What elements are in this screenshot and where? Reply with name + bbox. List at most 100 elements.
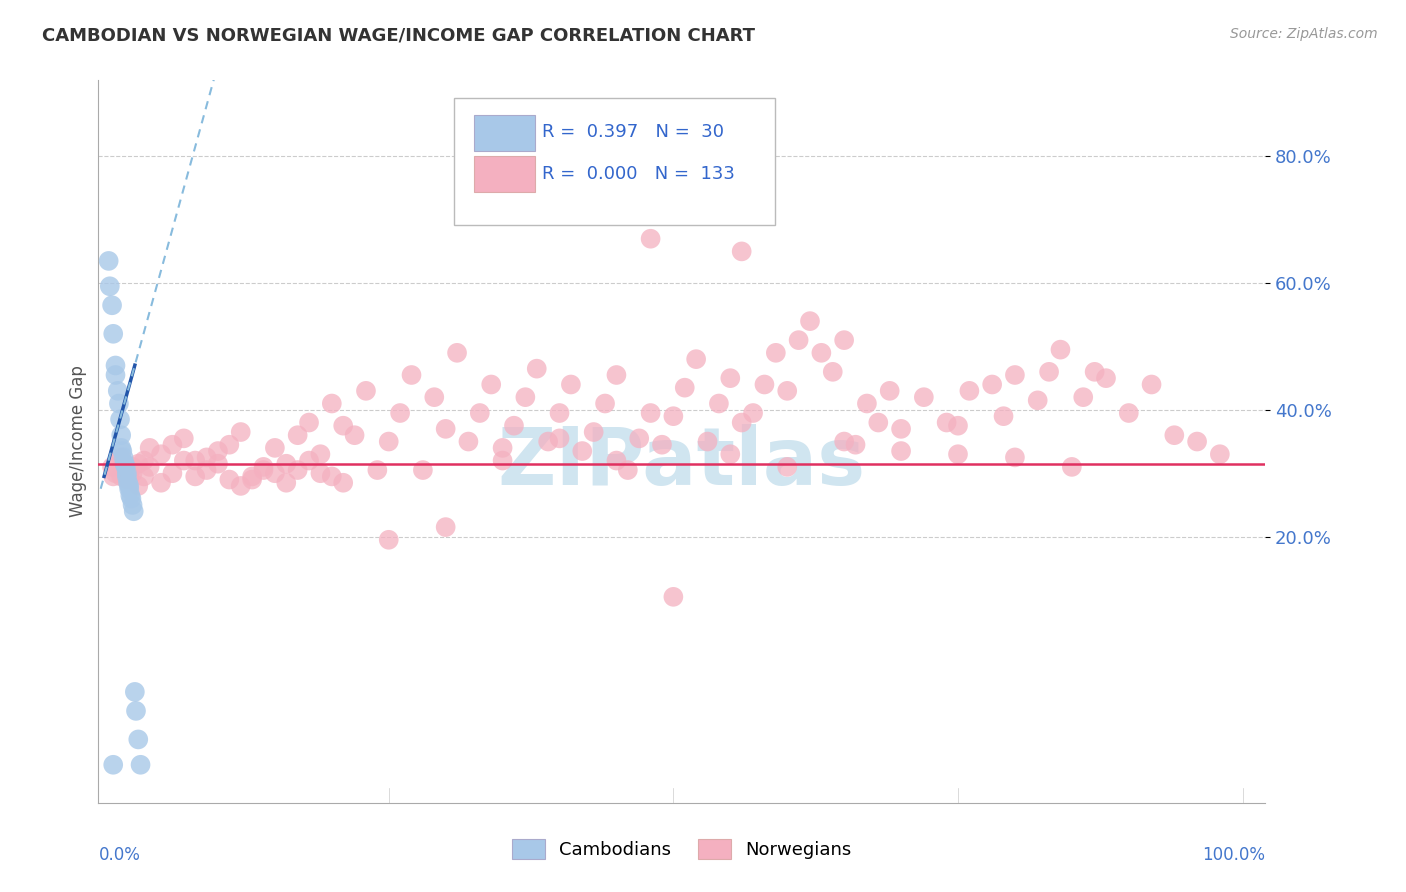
Point bbox=[98, 279, 121, 293]
Point bbox=[560, 377, 582, 392]
Point bbox=[107, 453, 129, 467]
Point bbox=[218, 473, 240, 487]
Point bbox=[287, 428, 309, 442]
Point bbox=[1185, 434, 1208, 449]
Y-axis label: Wage/Income Gap: Wage/Income Gap bbox=[69, 366, 87, 517]
Point bbox=[765, 346, 787, 360]
Point bbox=[103, 326, 125, 341]
Point bbox=[617, 463, 640, 477]
Point bbox=[640, 232, 662, 246]
Point bbox=[162, 438, 184, 452]
Text: R =  0.000   N =  133: R = 0.000 N = 133 bbox=[541, 165, 735, 183]
Point bbox=[195, 450, 218, 465]
Point bbox=[1026, 393, 1049, 408]
Point bbox=[287, 463, 309, 477]
Point bbox=[685, 352, 707, 367]
Point bbox=[120, 491, 142, 506]
Legend: Cambodians, Norwegians: Cambodians, Norwegians bbox=[505, 831, 859, 866]
FancyBboxPatch shape bbox=[454, 98, 775, 225]
Point bbox=[104, 467, 127, 481]
Point bbox=[132, 469, 155, 483]
Point bbox=[184, 469, 207, 483]
Point bbox=[132, 453, 155, 467]
Point bbox=[423, 390, 446, 404]
Point bbox=[162, 467, 184, 481]
Point bbox=[121, 498, 143, 512]
Point bbox=[121, 459, 143, 474]
Point bbox=[218, 438, 240, 452]
Point bbox=[993, 409, 1015, 424]
Point bbox=[651, 438, 673, 452]
Point bbox=[1049, 343, 1071, 357]
Point bbox=[754, 377, 776, 392]
Point bbox=[673, 381, 696, 395]
Point bbox=[121, 467, 143, 481]
Point bbox=[120, 488, 142, 502]
Point bbox=[343, 428, 366, 442]
Point bbox=[110, 450, 132, 465]
Point bbox=[101, 459, 124, 474]
Point bbox=[868, 416, 890, 430]
Point bbox=[537, 434, 560, 449]
Point bbox=[103, 757, 125, 772]
Point bbox=[377, 434, 399, 449]
Point bbox=[107, 384, 129, 398]
Point bbox=[593, 396, 616, 410]
Point bbox=[787, 333, 810, 347]
Point bbox=[446, 346, 468, 360]
Point bbox=[150, 447, 173, 461]
Point bbox=[127, 732, 149, 747]
Point bbox=[138, 459, 160, 474]
Point bbox=[844, 438, 866, 452]
Point bbox=[252, 463, 274, 477]
Point bbox=[1071, 390, 1094, 404]
Point bbox=[115, 469, 138, 483]
Point bbox=[129, 757, 152, 772]
Point bbox=[366, 463, 388, 477]
Point bbox=[298, 453, 321, 467]
Point bbox=[1084, 365, 1107, 379]
Point bbox=[207, 457, 229, 471]
Point bbox=[108, 396, 131, 410]
Point bbox=[515, 390, 537, 404]
Point bbox=[457, 434, 479, 449]
Point bbox=[118, 469, 141, 483]
Point bbox=[173, 453, 195, 467]
Point bbox=[110, 441, 132, 455]
Text: 0.0%: 0.0% bbox=[98, 847, 141, 864]
Point bbox=[981, 377, 1004, 392]
Text: Source: ZipAtlas.com: Source: ZipAtlas.com bbox=[1230, 27, 1378, 41]
Point bbox=[309, 467, 332, 481]
Point bbox=[118, 479, 141, 493]
Point bbox=[548, 431, 571, 445]
Point bbox=[526, 361, 548, 376]
Point bbox=[1095, 371, 1118, 385]
Point bbox=[582, 425, 605, 439]
Point bbox=[731, 416, 754, 430]
Point bbox=[309, 447, 332, 461]
Point bbox=[946, 418, 969, 433]
Point bbox=[110, 469, 132, 483]
Point bbox=[718, 371, 741, 385]
FancyBboxPatch shape bbox=[474, 156, 534, 193]
Text: ZIPatlas: ZIPatlas bbox=[498, 425, 866, 502]
Point bbox=[890, 444, 912, 458]
Point bbox=[332, 418, 354, 433]
Point bbox=[354, 384, 377, 398]
Point bbox=[821, 365, 844, 379]
Point bbox=[468, 406, 491, 420]
Point bbox=[832, 333, 855, 347]
Point bbox=[184, 453, 207, 467]
Point bbox=[173, 431, 195, 445]
Point bbox=[1140, 377, 1163, 392]
Point bbox=[104, 359, 127, 373]
Point bbox=[150, 475, 173, 490]
Point bbox=[434, 422, 457, 436]
Point bbox=[104, 368, 127, 382]
Point bbox=[890, 422, 912, 436]
Point bbox=[776, 459, 799, 474]
Point bbox=[138, 441, 160, 455]
Point bbox=[479, 377, 502, 392]
Point bbox=[957, 384, 980, 398]
Point bbox=[97, 253, 120, 268]
